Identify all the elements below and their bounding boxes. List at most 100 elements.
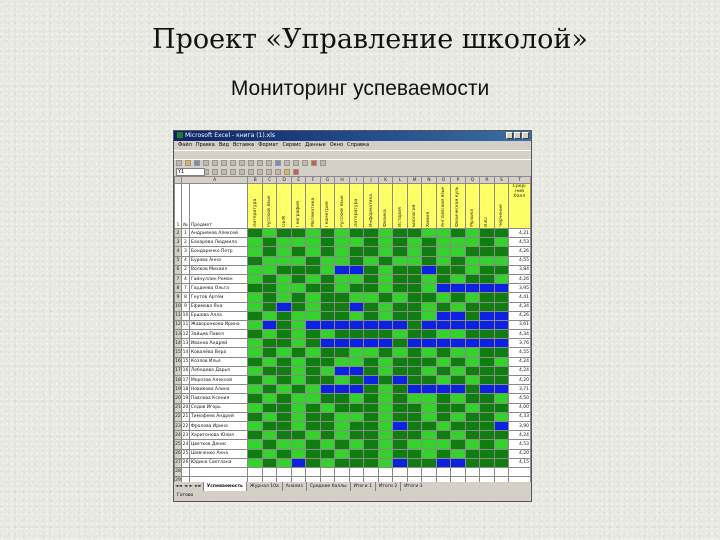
grade-cell[interactable] (363, 430, 379, 441)
grade-cell[interactable] (319, 338, 336, 349)
grade-cell[interactable] (450, 246, 466, 257)
grade-cell[interactable] (363, 319, 379, 331)
underline-icon[interactable] (212, 169, 218, 175)
grade-cell[interactable] (406, 402, 423, 413)
grade-cell[interactable] (305, 347, 321, 358)
column-header[interactable]: R (479, 176, 495, 184)
grade-cell[interactable] (363, 301, 379, 312)
grade-cell[interactable] (479, 292, 495, 303)
grade-cell[interactable] (247, 273, 263, 285)
grade-cell[interactable] (464, 448, 481, 459)
grade-cell[interactable] (290, 384, 307, 395)
average-score-cell[interactable]: 3,90 (508, 420, 531, 432)
grade-cell[interactable] (421, 255, 437, 266)
sort-desc-icon[interactable] (302, 160, 308, 166)
grade-cell[interactable] (348, 338, 365, 349)
student-index-cell[interactable]: 11 (180, 319, 190, 331)
grade-cell[interactable] (247, 310, 263, 321)
grade-cell[interactable] (464, 273, 481, 285)
grade-cell[interactable] (450, 384, 466, 395)
grade-cell[interactable] (392, 227, 408, 239)
grade-cell[interactable] (334, 283, 350, 294)
grade-cell[interactable] (464, 319, 481, 331)
grade-cell[interactable] (348, 384, 365, 395)
grade-cell[interactable] (421, 329, 437, 340)
row-number[interactable]: 26 (174, 448, 182, 459)
grade-cell[interactable] (261, 439, 278, 450)
grade-cell[interactable] (450, 439, 466, 450)
grade-cell[interactable] (334, 329, 350, 340)
grade-cell[interactable] (363, 329, 379, 340)
grade-cell[interactable] (435, 430, 452, 441)
grade-cell[interactable] (334, 292, 350, 303)
grade-cell[interactable] (464, 246, 481, 257)
empty-cell[interactable] (493, 475, 510, 482)
empty-cell[interactable] (508, 466, 531, 477)
sheet-tab[interactable]: Итоги 3 (400, 482, 425, 491)
grade-cell[interactable] (305, 246, 321, 257)
grade-cell[interactable] (261, 347, 278, 358)
grade-cell[interactable] (363, 273, 379, 285)
student-name-cell[interactable]: Иванов Андрей (188, 338, 249, 349)
grade-cell[interactable] (290, 430, 307, 441)
grade-cell[interactable] (421, 301, 437, 312)
grade-cell[interactable] (479, 273, 495, 285)
grade-cell[interactable] (435, 310, 452, 321)
grade-cell[interactable] (435, 227, 452, 239)
grade-cell[interactable] (406, 264, 423, 275)
grade-cell[interactable] (276, 448, 292, 459)
grade-cell[interactable] (334, 237, 350, 248)
grade-cell[interactable] (261, 365, 278, 377)
grade-cell[interactable] (305, 420, 321, 432)
grade-cell[interactable] (392, 347, 408, 358)
grade-cell[interactable] (479, 439, 495, 450)
grade-cell[interactable] (421, 411, 437, 422)
grade-cell[interactable] (479, 227, 495, 239)
grade-cell[interactable] (247, 237, 263, 248)
grade-cell[interactable] (421, 273, 437, 285)
grade-cell[interactable] (348, 439, 365, 450)
grade-cell[interactable] (392, 264, 408, 275)
empty-cell[interactable] (363, 466, 379, 477)
grade-cell[interactable] (247, 393, 263, 404)
average-score-cell[interactable]: 4,41 (508, 292, 531, 303)
grade-cell[interactable] (305, 365, 321, 377)
grade-cell[interactable] (363, 227, 379, 239)
grade-cell[interactable] (377, 292, 394, 303)
grade-cell[interactable] (479, 329, 495, 340)
grade-cell[interactable] (319, 319, 336, 331)
grade-cell[interactable] (276, 255, 292, 266)
copy-icon[interactable] (239, 160, 245, 166)
grade-cell[interactable] (276, 384, 292, 395)
paste-icon[interactable] (248, 160, 254, 166)
grade-cell[interactable] (261, 273, 278, 285)
student-index-cell[interactable]: 12 (180, 329, 190, 340)
grade-cell[interactable] (377, 264, 394, 275)
sheet-tab[interactable]: Средние баллы (305, 482, 350, 491)
grade-cell[interactable] (305, 237, 321, 248)
grade-cell[interactable] (435, 402, 452, 413)
subject-header-cell[interactable]: Музыка (464, 183, 481, 229)
grade-cell[interactable] (334, 301, 350, 312)
grade-cell[interactable] (348, 365, 365, 377)
average-score-cell[interactable]: 4,15 (508, 457, 531, 468)
empty-cell[interactable] (406, 466, 423, 477)
menu-item[interactable]: Вид (218, 142, 229, 148)
grade-cell[interactable] (406, 301, 423, 312)
row-number[interactable]: 7 (174, 273, 182, 285)
grade-cell[interactable] (435, 439, 452, 450)
grade-cell[interactable] (450, 402, 466, 413)
grade-cell[interactable] (464, 301, 481, 312)
empty-cell[interactable] (334, 466, 350, 477)
grade-cell[interactable] (247, 411, 263, 422)
average-score-header[interactable]: Сред-ний балл (508, 183, 531, 229)
empty-cell[interactable] (406, 475, 423, 482)
average-score-cell[interactable]: 4,34 (508, 301, 531, 312)
grade-cell[interactable] (261, 374, 278, 386)
student-index-cell[interactable]: 2 (180, 264, 190, 275)
average-score-cell[interactable]: 4,21 (508, 227, 531, 239)
grade-cell[interactable] (334, 273, 350, 285)
grade-cell[interactable] (479, 264, 495, 275)
grade-cell[interactable] (363, 264, 379, 275)
grade-cell[interactable] (276, 292, 292, 303)
